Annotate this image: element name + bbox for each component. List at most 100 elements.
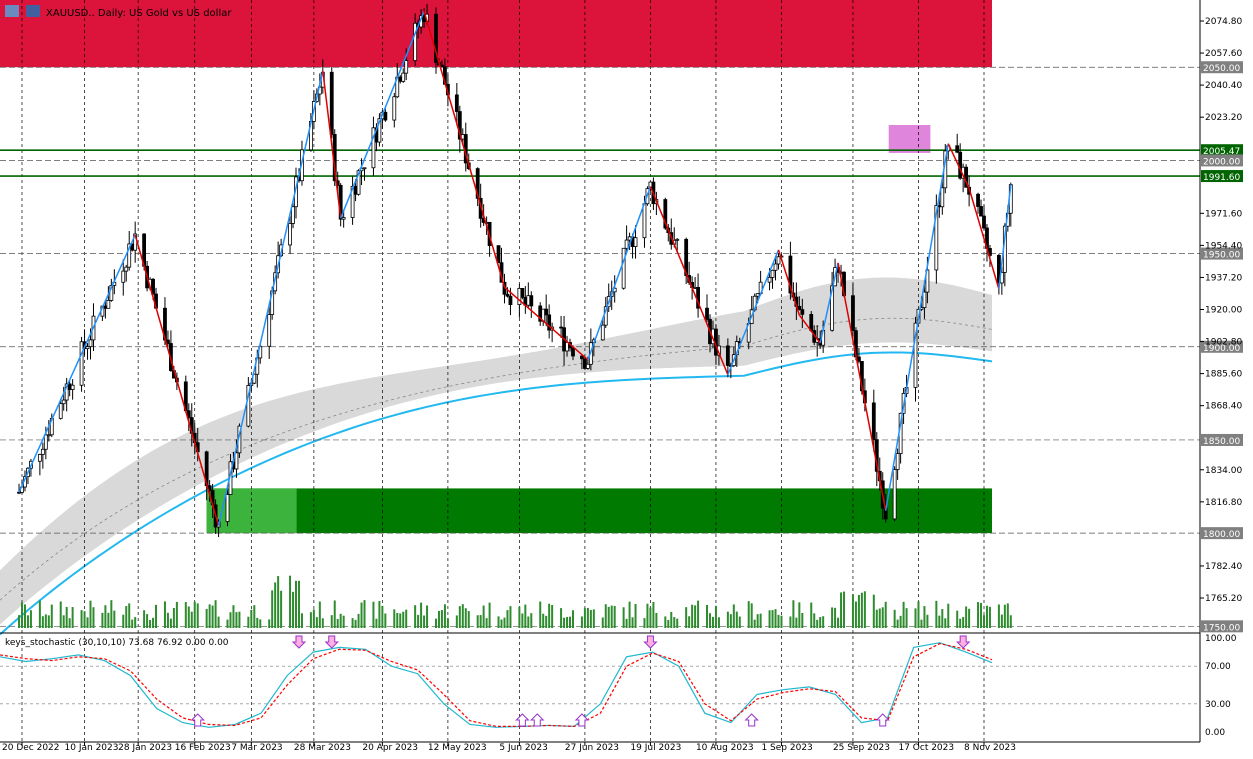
zigzag-down-leg — [423, 11, 506, 288]
price-label-bg — [1201, 433, 1243, 446]
stoch-tick-label: 30.00 — [1205, 700, 1231, 710]
price-tick-label: 2057.60 — [1205, 49, 1242, 59]
candle-body — [362, 167, 367, 170]
candle-body — [508, 295, 513, 306]
candle-body — [725, 345, 730, 366]
time-tick-label: 10 Aug 2023 — [696, 743, 754, 753]
zigzag-up-leg — [727, 249, 780, 376]
candle-body — [871, 402, 876, 441]
candle-body — [70, 384, 75, 390]
price-label-bg — [1201, 154, 1243, 167]
price-label-bg — [1201, 340, 1243, 353]
candle-body — [291, 206, 295, 224]
candle-body — [121, 270, 126, 283]
candle-body — [797, 305, 802, 310]
zigzag-up-leg — [587, 186, 652, 361]
candle-body — [350, 185, 355, 218]
stoch-arrow-up — [515, 713, 530, 727]
candle-body — [693, 286, 698, 289]
zigzag-up-leg — [884, 143, 949, 511]
candle-body — [642, 203, 647, 239]
candle-body — [559, 326, 563, 329]
table-icon[interactable] — [5, 5, 19, 17]
candle-body — [755, 293, 760, 297]
stoch-arrow-up — [574, 713, 590, 727]
zigzag-down-leg — [777, 249, 801, 316]
price-label-bg — [1201, 527, 1243, 540]
candle-body — [830, 285, 835, 331]
stoch-signal-line — [0, 643, 993, 727]
candle-body — [109, 285, 114, 301]
candle-body — [565, 342, 569, 352]
zigzag-down-leg — [798, 314, 821, 344]
stoch-tick-label: 70.00 — [1205, 662, 1231, 672]
candle-body — [46, 434, 51, 437]
price-tick-label: 1834.00 — [1205, 466, 1242, 476]
price-tick-label: 1868.40 — [1205, 402, 1242, 412]
price-tick-label: 2040.40 — [1205, 81, 1242, 91]
time-tick-label: 5 Jun 2023 — [499, 743, 547, 753]
candle-body — [505, 293, 510, 297]
price-label-bg — [1201, 61, 1243, 74]
candle-body — [600, 324, 605, 341]
candle-body — [913, 322, 918, 388]
price-tick-label: 1954.40 — [1205, 241, 1242, 251]
candle-body — [64, 383, 69, 401]
candle-body — [663, 199, 668, 229]
price-label-bg — [1201, 144, 1243, 157]
candle-body — [79, 341, 84, 386]
support-zone — [206, 488, 992, 534]
price-tick-label: 1782.40 — [1205, 562, 1242, 572]
zigzag-down-leg — [837, 262, 887, 511]
price-label: 1850.00 — [1203, 437, 1240, 447]
candle-body — [341, 217, 346, 220]
time-tick-label: 20 Dec 2022 — [2, 743, 60, 753]
candle-body — [457, 111, 462, 140]
candle-body — [85, 346, 90, 350]
zigzag-down-leg — [968, 188, 1000, 290]
time-tick-label: 20 Apr 2023 — [362, 743, 418, 753]
candle-body — [127, 243, 132, 268]
time-tick-label: 16 Feb 2023 — [175, 743, 231, 753]
price-label: 1950.00 — [1203, 251, 1240, 261]
candle-body — [151, 278, 155, 295]
candle-body — [288, 223, 292, 246]
candle-body — [454, 94, 459, 112]
zigzag-up-leg — [18, 234, 136, 493]
time-tick-label: 28 Mar 2023 — [294, 743, 351, 753]
candle-body — [383, 111, 388, 121]
stoch-arrow-up — [744, 713, 759, 727]
candle-body — [377, 118, 382, 143]
signal-icon[interactable] — [26, 5, 40, 17]
candle-body — [571, 347, 575, 357]
candle-body — [684, 238, 689, 276]
candle-body — [544, 308, 549, 316]
candle-body — [529, 295, 534, 307]
candle-body — [106, 299, 111, 309]
candle-body — [851, 295, 855, 332]
zigzag-up-leg — [217, 70, 324, 526]
candle-body — [404, 60, 409, 74]
candle-body — [356, 170, 361, 195]
candle-body — [857, 356, 861, 362]
candle-body — [88, 339, 93, 348]
indicator-label: keys_stochastic (30,10,10) 73.68 76.92 0… — [5, 638, 229, 648]
price-label: 1900.00 — [1203, 344, 1240, 354]
candle-body — [61, 399, 66, 405]
time-tick-label: 28 Jan 2023 — [118, 743, 172, 753]
candle-body — [895, 453, 900, 470]
candle-body — [475, 168, 480, 199]
stoch-arrow-up — [530, 713, 545, 727]
candle-body — [982, 215, 986, 229]
candle-body — [67, 383, 72, 390]
candle-body — [675, 238, 680, 241]
zigzag-down-leg — [134, 234, 220, 526]
candle-body — [103, 305, 108, 309]
zigzag-up-leg — [819, 262, 839, 344]
zigzag-up-leg — [339, 11, 425, 219]
candle-body — [705, 307, 709, 320]
stoch-arrow-down — [291, 635, 307, 649]
candle-body — [940, 187, 945, 208]
